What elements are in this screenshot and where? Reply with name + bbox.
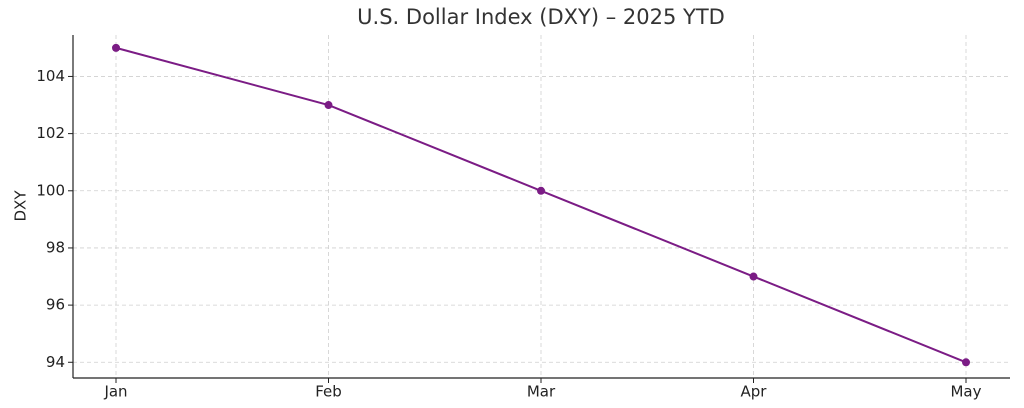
x-tick-label: Feb	[315, 383, 342, 401]
data-point	[112, 43, 120, 52]
x-tick-label: Apr	[741, 383, 768, 401]
y-axis-label: DXY	[12, 190, 30, 222]
data-point	[537, 186, 545, 195]
x-tick-label: May	[950, 383, 981, 401]
y-tick-label: 104	[36, 67, 65, 85]
y-tick-label: 100	[36, 181, 65, 199]
x-tick-label: Mar	[527, 383, 556, 401]
chart-title: U.S. Dollar Index (DXY) – 2025 YTD	[357, 5, 725, 29]
data-point	[324, 101, 333, 110]
x-tick-label: Jan	[103, 383, 127, 401]
y-tick-label: 98	[46, 238, 65, 256]
data-point	[749, 272, 758, 281]
y-tick-label: 94	[46, 353, 65, 371]
y-tick-label: 96	[46, 296, 65, 314]
y-tick-label: 102	[36, 124, 65, 142]
data-point	[962, 358, 970, 367]
